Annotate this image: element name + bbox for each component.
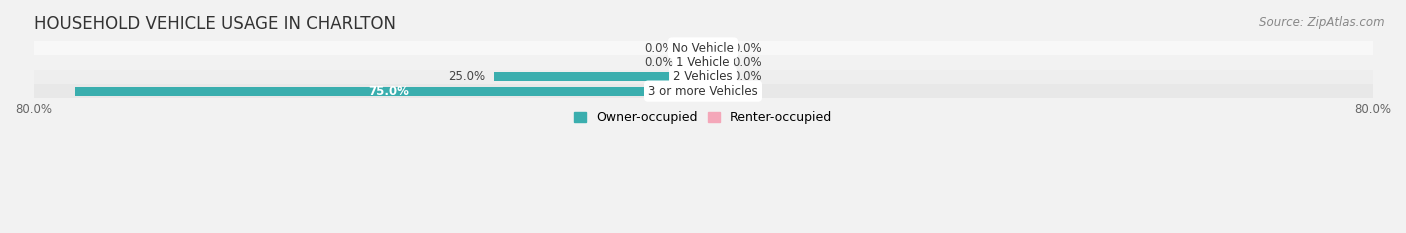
Text: 0.0%: 0.0% xyxy=(644,56,673,69)
Legend: Owner-occupied, Renter-occupied: Owner-occupied, Renter-occupied xyxy=(568,106,838,129)
Text: 0.0%: 0.0% xyxy=(733,41,762,55)
Text: 0.0%: 0.0% xyxy=(644,41,673,55)
Text: 3 or more Vehicles: 3 or more Vehicles xyxy=(648,85,758,98)
Text: No Vehicle: No Vehicle xyxy=(672,41,734,55)
Bar xyxy=(34,70,1372,83)
Bar xyxy=(682,44,703,52)
Text: 0.0%: 0.0% xyxy=(733,70,762,83)
Text: 1 Vehicle: 1 Vehicle xyxy=(676,56,730,69)
Bar xyxy=(682,58,703,67)
Text: 75.0%: 75.0% xyxy=(368,85,409,98)
Text: 25.0%: 25.0% xyxy=(449,70,485,83)
Text: HOUSEHOLD VEHICLE USAGE IN CHARLTON: HOUSEHOLD VEHICLE USAGE IN CHARLTON xyxy=(34,15,395,33)
Bar xyxy=(34,41,1372,55)
Text: Source: ZipAtlas.com: Source: ZipAtlas.com xyxy=(1260,16,1385,29)
Bar xyxy=(703,58,724,67)
Bar xyxy=(34,84,1372,98)
Bar xyxy=(34,56,1372,69)
Bar xyxy=(703,87,724,96)
Bar xyxy=(703,72,724,81)
Bar xyxy=(494,72,703,81)
Text: 0.0%: 0.0% xyxy=(733,85,762,98)
Bar xyxy=(703,44,724,52)
Text: 2 Vehicles: 2 Vehicles xyxy=(673,70,733,83)
Text: 0.0%: 0.0% xyxy=(733,56,762,69)
Bar xyxy=(76,87,703,96)
